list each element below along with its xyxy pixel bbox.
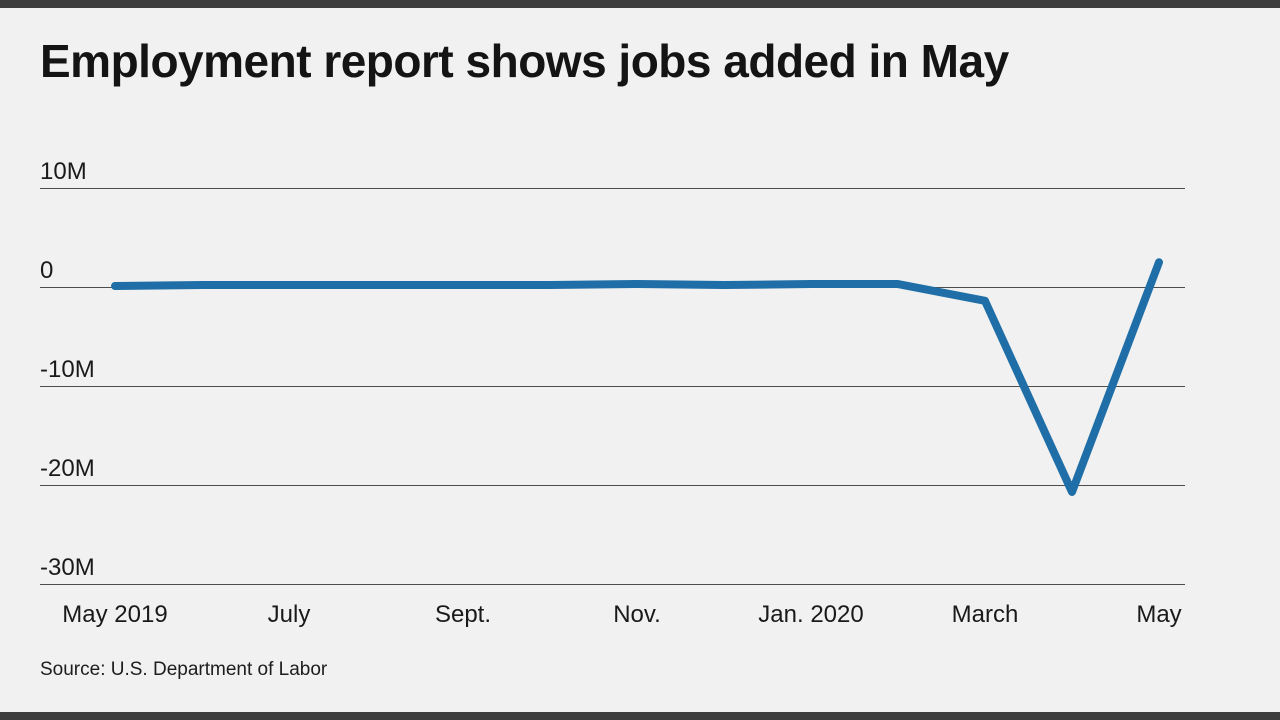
- x-tick-label: May 2019: [62, 601, 167, 628]
- x-tick-label: May: [1136, 601, 1181, 628]
- y-tick-label: 10M: [40, 158, 87, 185]
- y-tick-label: -20M: [40, 455, 95, 482]
- chart-title: Employment report shows jobs added in Ma…: [40, 35, 1009, 87]
- x-tick-label: Nov.: [613, 601, 661, 628]
- jobs-data-line: [111, 258, 1163, 496]
- source-label: Source: U.S. Department of Labor: [40, 659, 328, 680]
- y-tick-label: -10M: [40, 356, 95, 383]
- top-border-strip: [0, 0, 1280, 8]
- x-tick-label: July: [268, 601, 311, 628]
- bottom-border-strip: [0, 712, 1280, 720]
- x-tick-label: Sept.: [435, 601, 491, 628]
- x-tick-label: Jan. 2020: [758, 601, 863, 628]
- y-tick-label: 0: [40, 257, 53, 284]
- x-tick-label: March: [952, 601, 1019, 628]
- y-tick-label: -30M: [40, 554, 95, 581]
